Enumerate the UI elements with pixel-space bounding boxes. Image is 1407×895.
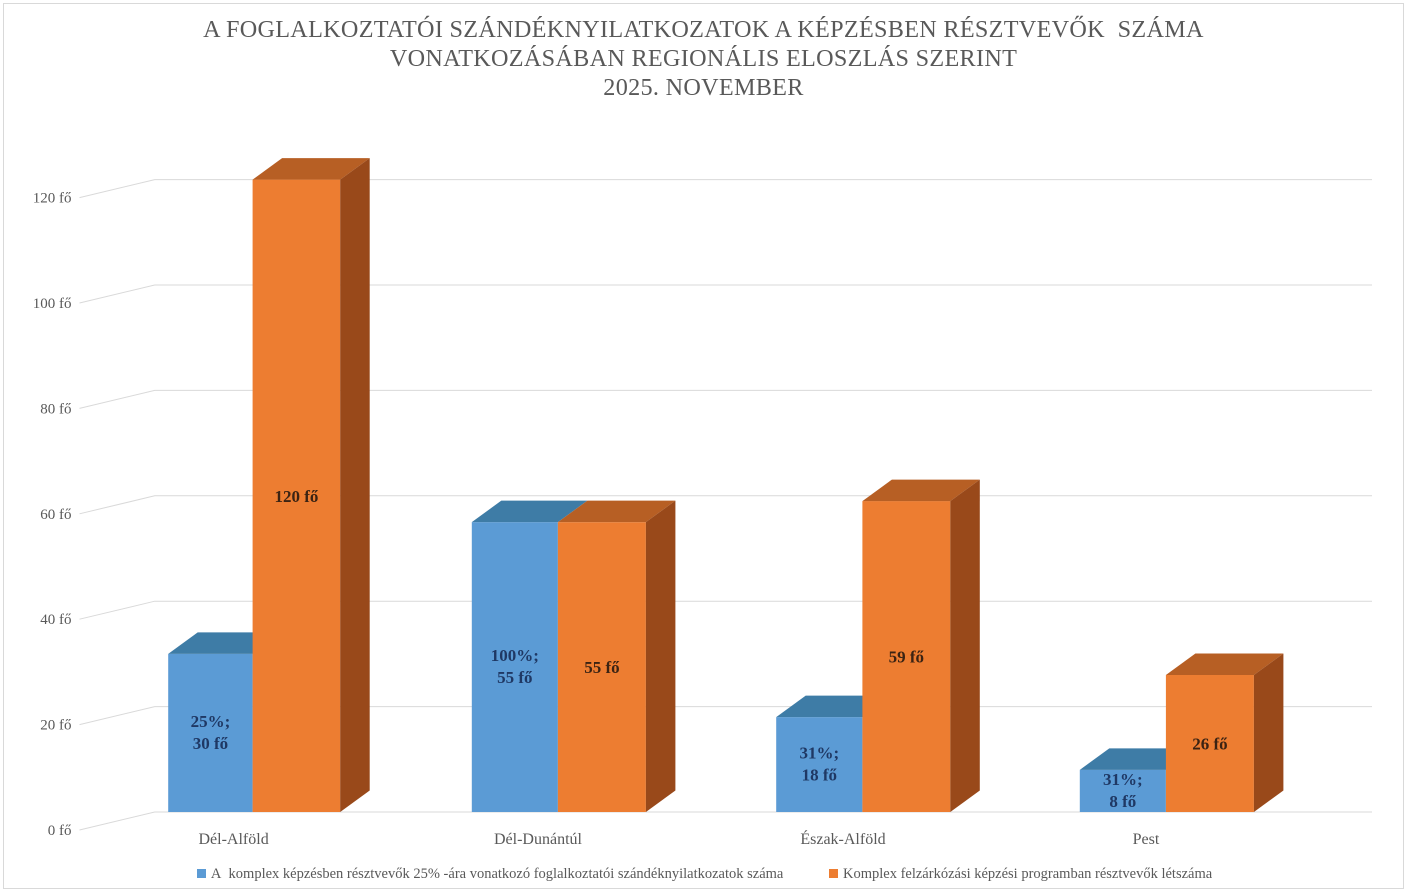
svg-text:20 fő: 20 fő (40, 718, 71, 734)
svg-text:8 fő: 8 fő (1109, 792, 1136, 811)
svg-text:31%;: 31%; (1103, 770, 1143, 789)
svg-text:0 fő: 0 fő (48, 823, 72, 839)
svg-text:55 fő: 55 fő (497, 668, 533, 687)
svg-text:26 fő: 26 fő (1192, 734, 1228, 753)
svg-text:Észak-Alföld: Észak-Alföld (800, 829, 885, 848)
svg-text:100 fő: 100 fő (33, 296, 72, 312)
svg-text:Dél-Dunántúl: Dél-Dunántúl (494, 831, 583, 848)
svg-text:18 fő: 18 fő (802, 766, 838, 785)
svg-text:31%;: 31%; (799, 744, 839, 763)
svg-text:100%;: 100%; (491, 646, 539, 665)
svg-text:55 fő: 55 fő (584, 658, 620, 677)
svg-text:120 fő: 120 fő (33, 191, 72, 207)
svg-text:Dél-Alföld: Dél-Alföld (198, 831, 268, 848)
svg-text:25%;: 25%; (191, 712, 231, 731)
svg-text:40 fő: 40 fő (40, 612, 71, 628)
svg-text:59 fő: 59 fő (889, 648, 925, 667)
svg-text:60 fő: 60 fő (40, 507, 71, 523)
svg-text:Pest: Pest (1133, 831, 1160, 848)
svg-text:120 fő: 120 fő (274, 487, 318, 506)
svg-text:30 fő: 30 fő (193, 734, 229, 753)
svg-text:80 fő: 80 fő (40, 401, 71, 417)
